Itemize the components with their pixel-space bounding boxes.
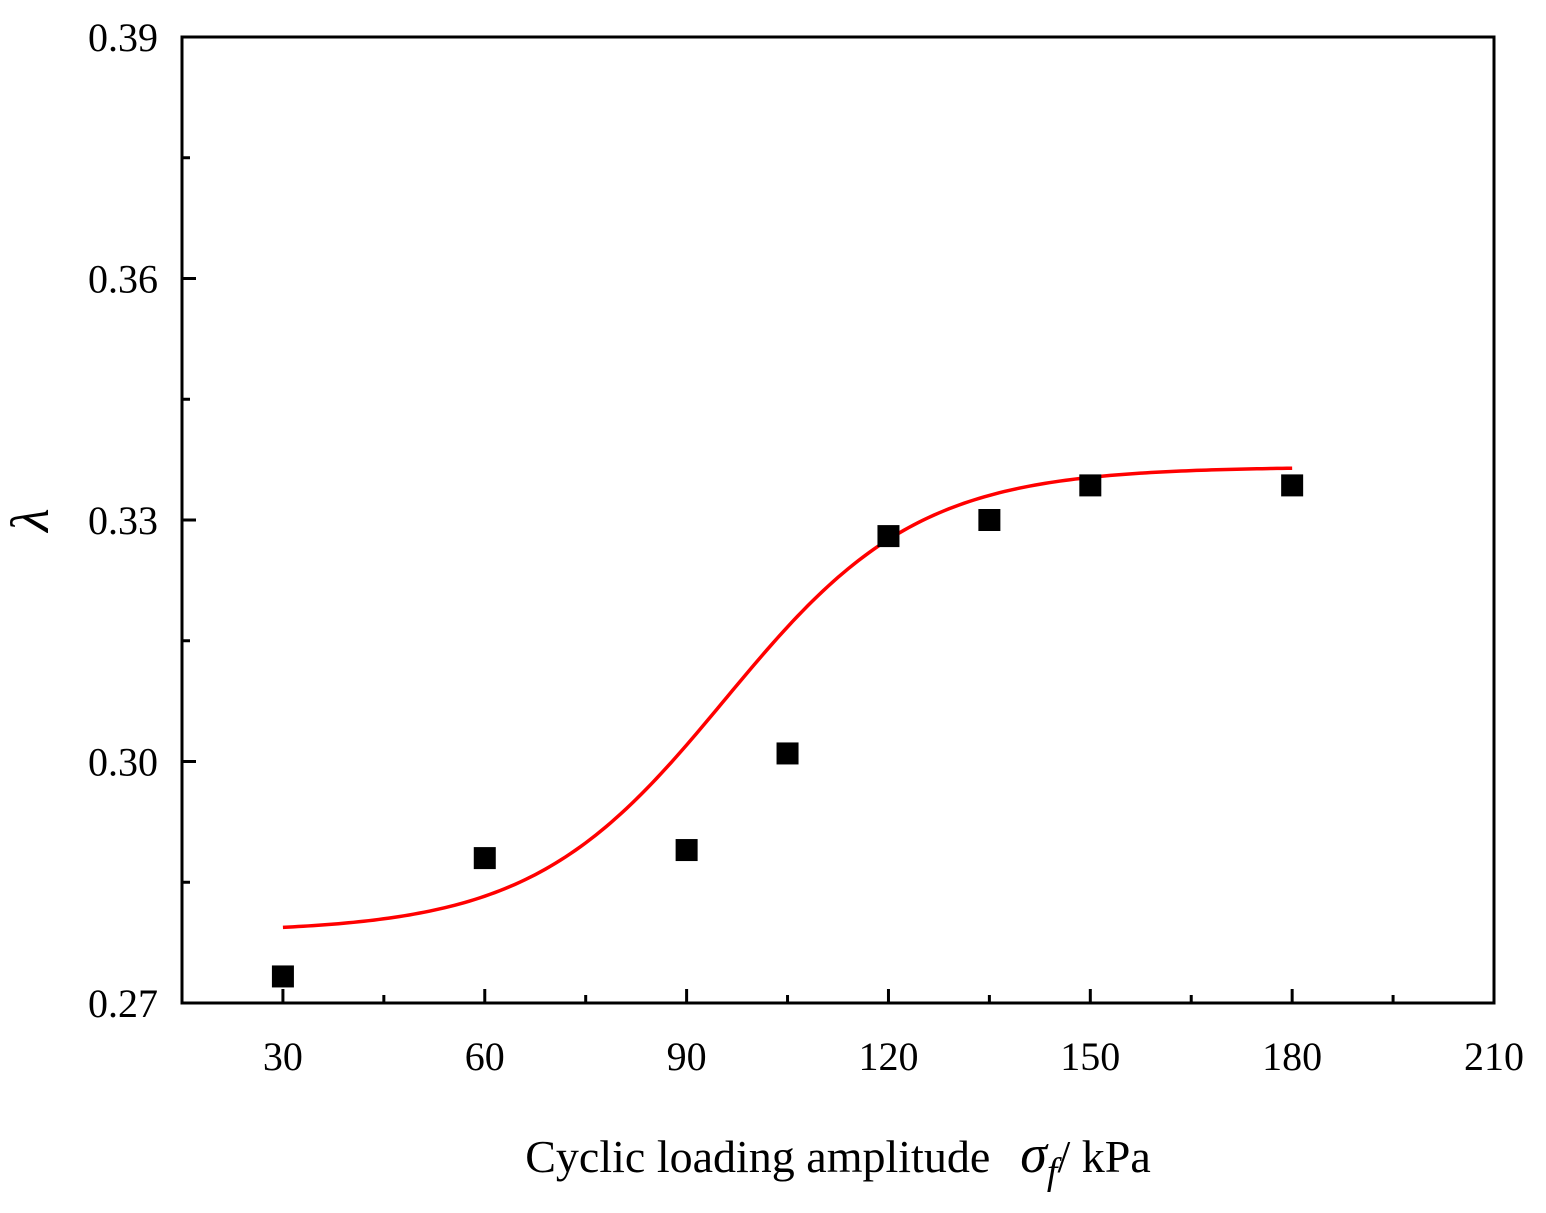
x-tick-label: 30: [263, 1034, 303, 1079]
x-axis-symbol: σ: [1020, 1124, 1049, 1184]
data-point: [1281, 474, 1304, 497]
x-axis-title: Cyclic loading amplitude σf/ kPa: [525, 1124, 1151, 1193]
x-tick-label: 120: [858, 1034, 918, 1079]
x-tick-label: 180: [1262, 1034, 1322, 1079]
data-point: [473, 847, 496, 870]
y-tick-label: 0.39: [88, 15, 158, 60]
x-tick-label: 150: [1060, 1034, 1120, 1079]
data-point: [271, 965, 294, 988]
data-point: [1079, 474, 1102, 497]
data-markers: [271, 474, 1304, 988]
data-point: [978, 509, 1001, 531]
x-tick-label: 60: [465, 1034, 505, 1079]
y-tick-label: 0.33: [88, 498, 158, 543]
data-point: [776, 742, 799, 765]
plot-frame: [180, 35, 1496, 1005]
x-tick-label: 210: [1464, 1034, 1524, 1079]
fit-curve: [282, 466, 1293, 930]
y-tick-label: 0.30: [88, 740, 158, 785]
y-tick-label: 0.36: [88, 257, 158, 302]
axis-ticks: [182, 35, 1496, 1005]
x-axis-title-text: Cyclic loading amplitude: [525, 1131, 990, 1182]
data-point: [675, 839, 698, 862]
tick-labels: 30 60 90 120 150 180 210 0.27 0.30 0.33 0.36 0.39: [88, 15, 1524, 1079]
x-axis-unit: / kPa: [1057, 1131, 1150, 1182]
data-point: [877, 525, 900, 548]
y-axis-title: λ: [0, 508, 60, 533]
x-tick-label: 90: [667, 1034, 707, 1079]
y-tick-label: 0.27: [88, 981, 158, 1026]
